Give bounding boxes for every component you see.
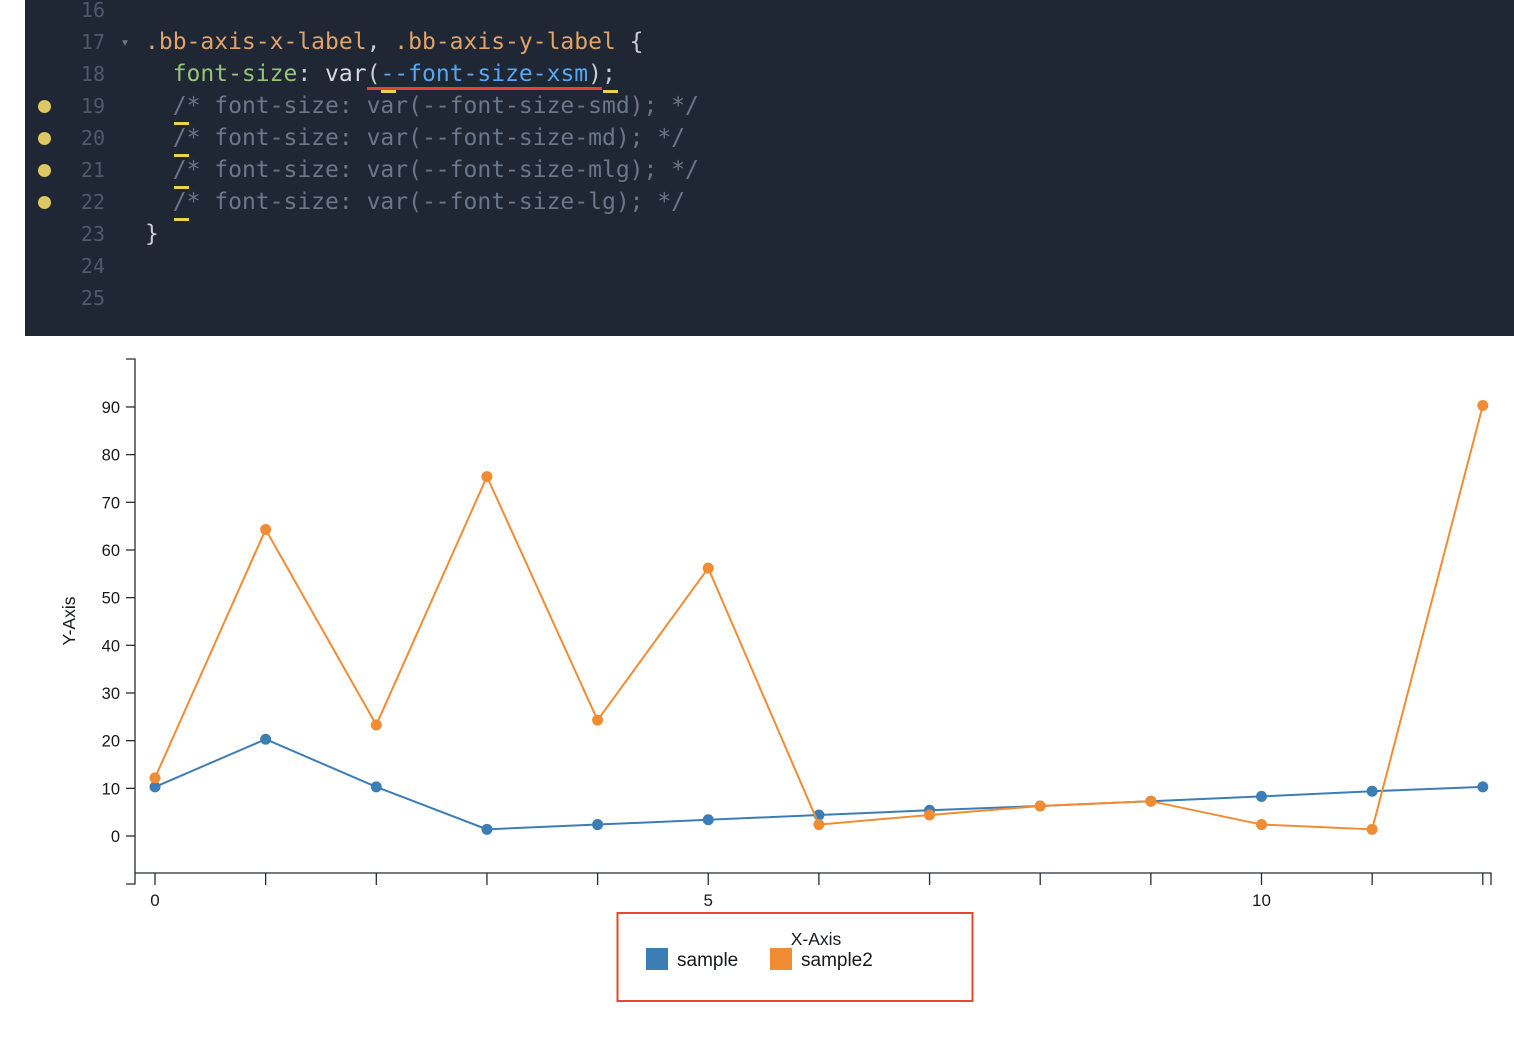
editor-line: 19 /* font-size: var(--font-size-smd); *… [25, 90, 1514, 125]
breakpoint-dot[interactable] [25, 122, 63, 154]
x-tick-label: 5 [704, 891, 713, 910]
series-line [154, 405, 1484, 831]
gutter-space[interactable] [25, 218, 63, 250]
y-tick-label: 20 [102, 733, 120, 751]
data-point[interactable] [149, 772, 161, 784]
editor-line: 21 /* font-size: var(--font-size-mlg); *… [25, 154, 1514, 189]
lint-dot-icon [37, 131, 51, 145]
gutter-space[interactable] [25, 58, 63, 90]
line-number: 24 [80, 254, 105, 278]
y-tick-label: 60 [102, 542, 120, 560]
editor-line: 17 ▾ .bb-axis-x-label, .bb-axis-y-label { [25, 26, 1514, 58]
data-point[interactable] [260, 523, 272, 535]
code-text[interactable]: /* font-size: var(--font-size-md); */ [172, 125, 686, 157]
legend-item-sample[interactable]: sample [646, 948, 738, 971]
legend-swatch[interactable] [770, 948, 792, 970]
data-point[interactable] [592, 714, 604, 726]
y-tick-label: 70 [102, 494, 120, 512]
legend-label: sample [677, 950, 738, 971]
line-number: 22 [80, 190, 105, 214]
gutter-space[interactable] [25, 250, 63, 282]
line-number: 18 [80, 62, 105, 86]
breakpoint-dot[interactable] [25, 186, 63, 218]
data-point[interactable] [1366, 785, 1378, 797]
code-text[interactable]: /* font-size: var(--font-size-smd); */ [172, 93, 699, 125]
code-text[interactable]: } [145, 221, 159, 247]
data-point[interactable] [1477, 400, 1489, 412]
editor-line: 18 font-size: var(--font-size-xsm); [25, 58, 1514, 93]
editor-line: 20 /* font-size: var(--font-size-md); */ [25, 122, 1514, 157]
data-point[interactable] [1477, 781, 1489, 793]
breakpoint-dot[interactable] [25, 90, 63, 122]
axes [126, 358, 1492, 885]
y-tick-label: 0 [111, 828, 120, 846]
line-number: 16 [80, 0, 105, 22]
data-point[interactable] [1034, 800, 1046, 812]
editor-line: 16 [25, 0, 1514, 26]
data-point[interactable] [1256, 790, 1267, 802]
line-number: 17 [80, 30, 105, 54]
y-axis-title: Y-Axis [59, 596, 79, 645]
line-number: 23 [80, 222, 105, 246]
legend-swatch[interactable] [646, 948, 668, 970]
y-tick-label: 40 [102, 637, 120, 655]
line-number: 20 [80, 126, 105, 150]
line-number: 19 [80, 94, 105, 118]
breakpoint-dot[interactable] [25, 154, 63, 186]
series-sample2[interactable] [149, 400, 1489, 835]
code-text[interactable]: .bb-axis-x-label, .bb-axis-y-label { [145, 29, 644, 55]
legend-item-sample2[interactable]: sample2 [770, 948, 873, 971]
editor-lines: 16 17 ▾ .bb-axis-x-label, .bb-axis-y-label … [25, 0, 1514, 314]
lint-dot-icon [37, 195, 51, 209]
line-number: 21 [80, 158, 105, 182]
data-point[interactable] [592, 819, 604, 831]
code-text[interactable]: /* font-size: var(--font-size-mlg); */ [172, 157, 699, 189]
data-point[interactable] [370, 719, 382, 731]
data-point[interactable] [481, 471, 493, 483]
x-axis-title: X-Axis [791, 929, 842, 949]
x-tick-label: 0 [150, 891, 159, 910]
editor-line: 24 [25, 250, 1514, 282]
editor-line: 25 [25, 282, 1514, 314]
data-point[interactable] [260, 733, 272, 745]
lint-dot-icon [37, 99, 51, 113]
gutter-space[interactable] [25, 0, 63, 26]
data-point[interactable] [702, 562, 714, 574]
y-tick-label: 50 [102, 590, 120, 608]
x-tick-label: 10 [1252, 891, 1271, 910]
y-tick-label: 30 [102, 685, 120, 703]
y-tick-label: 80 [102, 447, 120, 465]
code-text[interactable]: /* font-size: var(--font-size-lg); */ [172, 189, 686, 221]
legend-highlight-box [616, 912, 974, 1002]
gutter-space[interactable] [25, 282, 63, 314]
y-tick-label: 90 [102, 399, 120, 417]
legend-label: sample2 [801, 950, 873, 971]
data-point[interactable] [149, 781, 161, 793]
data-point[interactable] [924, 809, 936, 821]
data-point[interactable] [481, 823, 493, 835]
data-point[interactable] [1145, 795, 1157, 807]
editor-line: 22 /* font-size: var(--font-size-lg); */ [25, 186, 1514, 221]
data-point[interactable] [702, 814, 714, 826]
data-point[interactable] [1256, 819, 1267, 831]
lint-dot-icon [37, 163, 51, 177]
fold-arrow-icon[interactable]: ▾ [120, 33, 130, 51]
data-point[interactable] [370, 781, 382, 793]
line-number: 25 [80, 286, 105, 310]
chart-panel: 0 10 20 30 40 50 60 70 80 90 0 5 10 Y-Axis X-Axis sampl… [0, 336, 1514, 1050]
code-text[interactable]: font-size: var(--font-size-xsm); [145, 61, 618, 93]
axis-labels: 0 10 20 30 40 50 60 70 80 90 0 5 10 Y-Axis [59, 399, 1271, 910]
data-point[interactable] [813, 819, 825, 831]
data-point[interactable] [1366, 823, 1378, 835]
editor-line: 23} [25, 218, 1514, 250]
gutter-space[interactable] [25, 26, 63, 58]
y-tick-label: 10 [102, 780, 120, 798]
code-editor[interactable]: 16 17 ▾ .bb-axis-x-label, .bb-axis-y-label … [25, 0, 1514, 336]
